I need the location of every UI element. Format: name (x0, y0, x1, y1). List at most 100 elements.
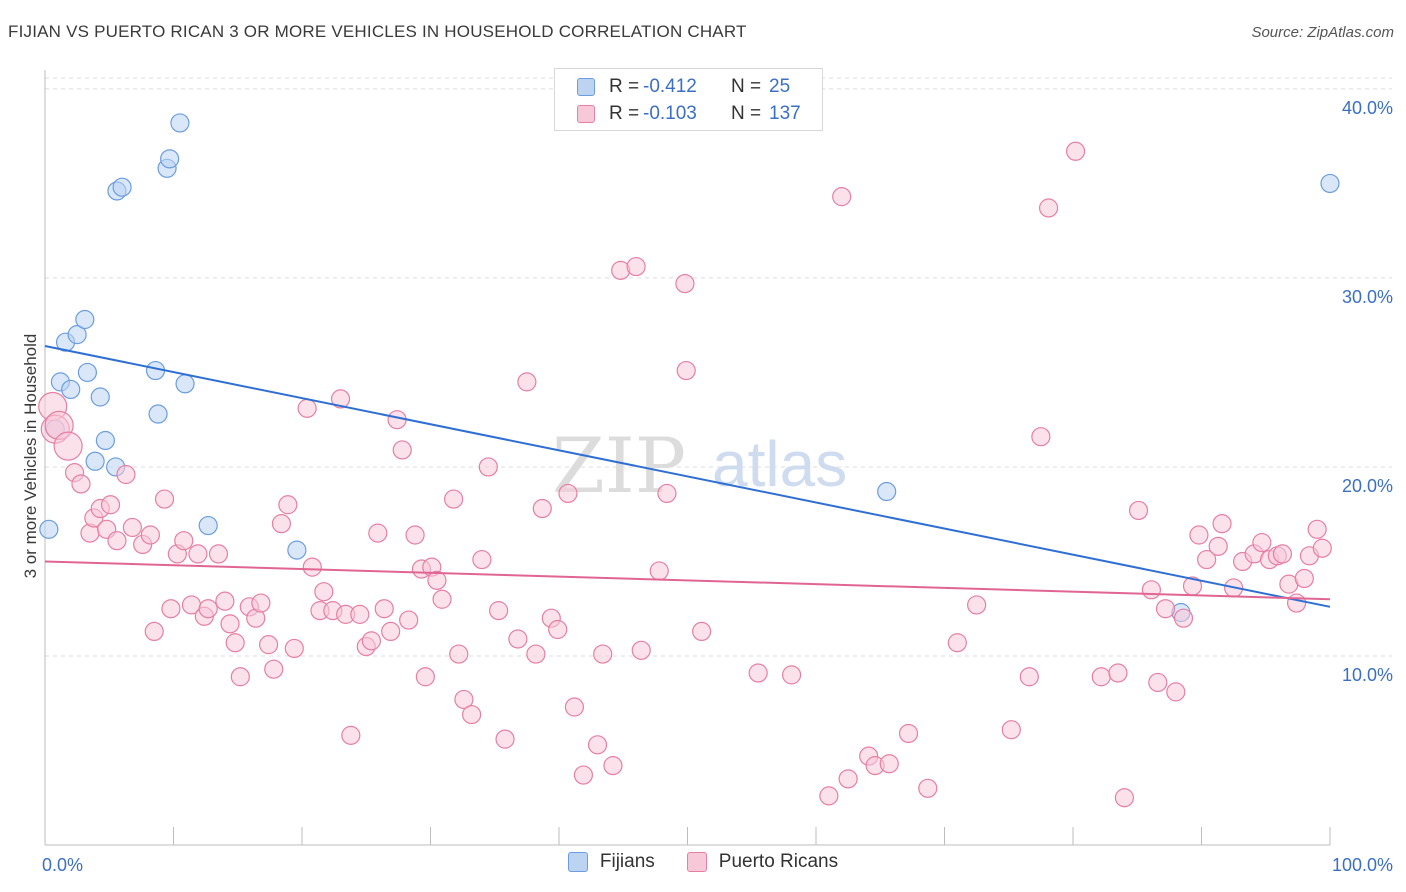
puerto-rican-point (1294, 568, 1314, 589)
puerto-rican-point (692, 621, 712, 642)
puerto-rican-point (947, 633, 967, 653)
puerto-rican-point (1252, 532, 1272, 553)
puerto-rican-point (284, 638, 304, 659)
puerto-rican-point (278, 495, 298, 515)
puerto-rican-point (1155, 599, 1176, 619)
puerto-rican-point (819, 786, 839, 806)
chart-source: Source: ZipAtlas.com (1251, 24, 1394, 41)
fijians-legend-swatch (567, 852, 588, 872)
puerto-rican-point (225, 633, 245, 653)
puerto-rican-point (161, 599, 181, 619)
puerto-rican-point (1272, 544, 1293, 564)
puerto-rican-point (230, 667, 250, 687)
puerto-rican-point (100, 495, 121, 515)
puerto-rican-point (564, 697, 585, 717)
puerto-rican-point (1208, 536, 1228, 556)
stats-row-fijians: R = -0.412 N = 25 (577, 75, 790, 99)
stats-legend: R = -0.412 N = 25 R = -0.103 N = 137 (554, 68, 823, 131)
puerto-rican-point (116, 464, 136, 485)
watermark-atlas: atlas (712, 428, 847, 500)
puerto-rican-point (1114, 788, 1135, 808)
axis-labels: 3 or more Vehicles in Household 10.0% 20.… (21, 98, 1393, 875)
puerto-rican-point (526, 644, 546, 664)
axes (44, 70, 1331, 846)
puerto-rican-point (508, 629, 528, 649)
fijian-point (160, 149, 180, 169)
puerto-rican-point (188, 544, 208, 564)
puerto-rican-point (1108, 663, 1128, 683)
puerto-rican-point (1166, 682, 1186, 702)
puerto-rican-point (392, 440, 412, 460)
data-points (38, 113, 1340, 808)
legend-item-fijians[interactable]: Fijians (567, 851, 655, 873)
n-value: 25 (769, 76, 791, 97)
legend-label-puerto-ricans: Puerto Ricans (718, 851, 839, 872)
puerto-rican-point (1148, 672, 1168, 693)
puerto-rican-point (454, 689, 474, 710)
puerto-rican-point (649, 561, 669, 581)
watermark: ZIP atlas (552, 421, 847, 510)
puerto-rican-point (449, 644, 469, 664)
y-axis-label: 3 or more Vehicles in Household (21, 334, 40, 579)
y-tick-label: 30.0% (1342, 287, 1393, 307)
puerto-rican-point (314, 582, 334, 602)
fijian-point (85, 451, 105, 471)
fijian-point (148, 404, 168, 424)
n-label: N = (731, 103, 762, 124)
fijian-point (877, 481, 897, 502)
r-label: R = (609, 103, 640, 124)
trend-lines (44, 344, 1331, 608)
puerto-rican-point (368, 523, 388, 543)
puerto-rican-point (350, 604, 370, 624)
r-label: R = (609, 76, 640, 97)
puerto-rican-point (1038, 198, 1059, 218)
puerto-rican-point (676, 360, 696, 381)
fijian-point (1320, 173, 1340, 194)
y-tick-label: 40.0% (1342, 98, 1393, 118)
fijian-point (67, 325, 87, 345)
puerto-rican-point (198, 599, 218, 619)
fijian-point (112, 177, 132, 197)
puerto-rican-point (1312, 538, 1332, 558)
puerto-rican-point (258, 635, 279, 655)
x-tick-label: 0.0% (42, 855, 83, 875)
puerto-rican-point (1212, 514, 1232, 534)
fijian-point (39, 519, 59, 539)
puerto-ricans-swatch (577, 105, 595, 123)
puerto-rican-point (297, 398, 317, 418)
puerto-rican-point (838, 769, 858, 789)
fijians-swatch (577, 78, 595, 96)
puerto-rican-point (381, 621, 401, 642)
y-tick-label: 10.0% (1342, 665, 1393, 685)
puerto-rican-point (208, 544, 229, 564)
puerto-rican-point (427, 570, 447, 590)
puerto-rican-point (478, 457, 498, 477)
puerto-rican-point (144, 621, 164, 642)
puerto-rican-point (415, 667, 435, 687)
puerto-rican-point (220, 614, 240, 634)
r-value: -0.412 (643, 76, 697, 97)
fijian-point (77, 362, 98, 383)
puerto-rican-point (489, 601, 509, 621)
puerto-rican-point (675, 273, 695, 294)
puerto-rican-point (558, 483, 578, 504)
puerto-rican-point (271, 514, 292, 534)
puerto-rican-point (374, 599, 394, 619)
puerto-rican-point (53, 431, 83, 461)
puerto-rican-point (1001, 720, 1021, 740)
legend-item-puerto-ricans[interactable]: Puerto Ricans (686, 851, 839, 873)
puerto-rican-point (1307, 519, 1327, 539)
puerto-rican-point (462, 704, 482, 725)
puerto-rican-point (631, 640, 651, 660)
puerto-rican-point (1128, 500, 1149, 521)
puerto-rican-point (603, 756, 623, 776)
x-tick-label: 100.0% (1332, 855, 1393, 875)
puerto-rican-point (657, 483, 677, 504)
puerto-rican-point (140, 525, 160, 545)
series-legend: Fijians Puerto Ricans (0, 851, 1406, 873)
chart-title: FIJIAN VS PUERTO RICAN 3 OR MORE VEHICLE… (8, 22, 747, 41)
puerto-rican-point (832, 187, 852, 207)
puerto-rican-point (330, 389, 351, 409)
r-value: -0.103 (643, 103, 697, 124)
